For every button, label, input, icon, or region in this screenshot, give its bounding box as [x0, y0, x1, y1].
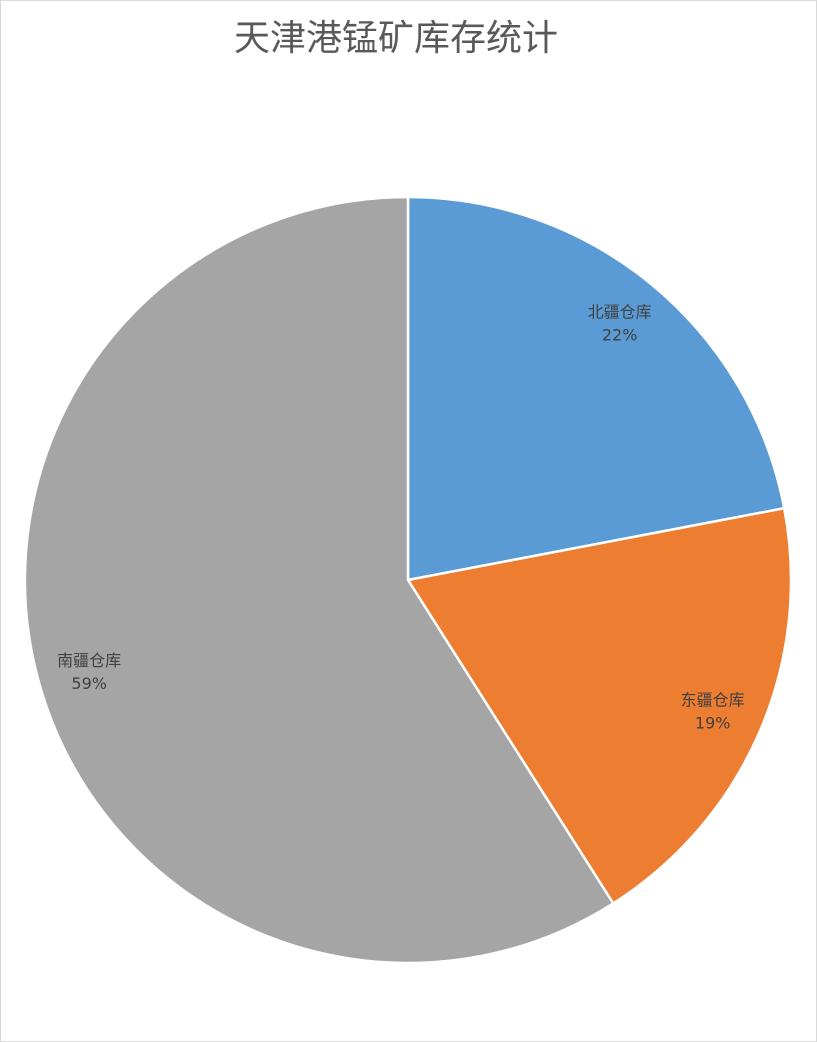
pie-slice [23, 195, 615, 965]
slice-value-label: 22% [602, 326, 638, 345]
slice-category-label: 北疆仓库 [588, 303, 652, 322]
slice-category-label: 南疆仓库 [57, 651, 121, 670]
slice-category-label: 东疆仓库 [681, 690, 745, 709]
chart-title: 天津港锰矿库存统计 [234, 18, 558, 59]
slice-value-label: 59% [71, 674, 107, 693]
pie-slice [405, 506, 793, 906]
slice-value-label: 19% [695, 713, 731, 732]
pie-slice [406, 195, 786, 582]
